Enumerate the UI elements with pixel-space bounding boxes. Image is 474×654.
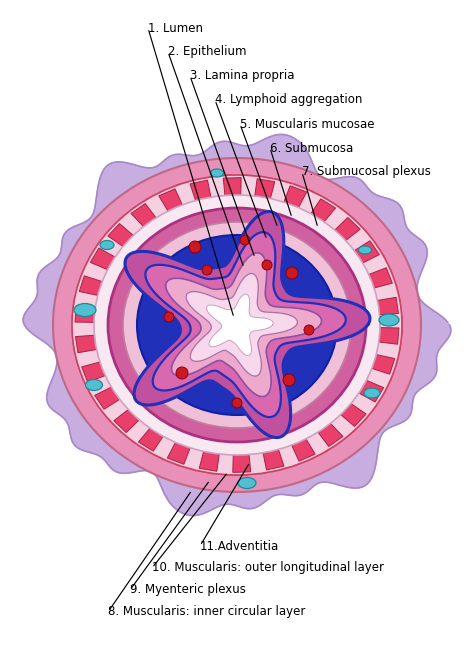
Polygon shape [263, 449, 284, 470]
Polygon shape [138, 428, 164, 451]
Polygon shape [371, 354, 395, 374]
Polygon shape [79, 276, 103, 296]
Text: 9. Myenteric plexus: 9. Myenteric plexus [130, 583, 246, 596]
Ellipse shape [210, 169, 224, 177]
Polygon shape [75, 306, 96, 322]
Ellipse shape [379, 314, 399, 326]
Circle shape [304, 325, 314, 335]
Circle shape [189, 241, 201, 253]
Polygon shape [95, 387, 120, 409]
Circle shape [164, 312, 174, 322]
Polygon shape [292, 438, 315, 461]
Polygon shape [255, 179, 275, 199]
Polygon shape [23, 135, 451, 515]
Ellipse shape [238, 477, 256, 489]
Text: 6. Submucosa: 6. Submucosa [270, 141, 353, 154]
Polygon shape [114, 409, 140, 432]
Polygon shape [190, 180, 211, 201]
Ellipse shape [108, 208, 366, 442]
Circle shape [240, 235, 250, 245]
Polygon shape [310, 199, 336, 222]
Circle shape [176, 367, 188, 379]
Polygon shape [131, 203, 156, 227]
Polygon shape [354, 241, 379, 264]
Polygon shape [146, 232, 346, 417]
Ellipse shape [137, 235, 337, 415]
Polygon shape [91, 248, 116, 270]
Ellipse shape [94, 195, 380, 455]
Polygon shape [283, 186, 307, 209]
Circle shape [286, 267, 298, 279]
Polygon shape [223, 178, 241, 196]
Polygon shape [199, 451, 219, 472]
Circle shape [232, 398, 242, 408]
Polygon shape [108, 224, 134, 247]
Polygon shape [207, 294, 273, 356]
Polygon shape [125, 211, 370, 438]
Text: 10. Muscularis: outer longitudinal layer: 10. Muscularis: outer longitudinal layer [152, 562, 384, 574]
Ellipse shape [72, 175, 402, 475]
Ellipse shape [123, 222, 351, 428]
Text: 5. Muscularis mucosae: 5. Muscularis mucosae [240, 118, 374, 131]
Polygon shape [378, 328, 399, 344]
Ellipse shape [364, 388, 380, 398]
Polygon shape [318, 422, 343, 447]
Polygon shape [358, 380, 383, 402]
Ellipse shape [100, 241, 114, 249]
Polygon shape [340, 403, 366, 426]
Polygon shape [186, 273, 298, 376]
Polygon shape [75, 335, 98, 353]
Text: 1. Lumen: 1. Lumen [148, 22, 203, 35]
Polygon shape [368, 267, 392, 288]
Text: 4. Lymphoid aggregation: 4. Lymphoid aggregation [215, 94, 363, 107]
Text: 11.Adventitia: 11.Adventitia [200, 540, 279, 553]
Ellipse shape [53, 158, 421, 492]
Ellipse shape [358, 246, 372, 254]
Text: 2. Epithelium: 2. Epithelium [168, 46, 246, 58]
Polygon shape [166, 253, 322, 396]
Circle shape [262, 260, 272, 270]
Polygon shape [233, 454, 251, 472]
Ellipse shape [74, 303, 96, 317]
Ellipse shape [85, 379, 102, 390]
Circle shape [202, 265, 212, 275]
Text: 8. Muscularis: inner circular layer: 8. Muscularis: inner circular layer [108, 606, 305, 619]
Polygon shape [376, 297, 399, 315]
Text: 3. Lamina propria: 3. Lamina propria [190, 69, 294, 82]
Polygon shape [159, 189, 182, 212]
Polygon shape [82, 362, 106, 382]
Text: 7. Submucosal plexus: 7. Submucosal plexus [302, 165, 431, 179]
Polygon shape [167, 441, 191, 464]
Polygon shape [334, 217, 360, 241]
Circle shape [283, 374, 295, 386]
